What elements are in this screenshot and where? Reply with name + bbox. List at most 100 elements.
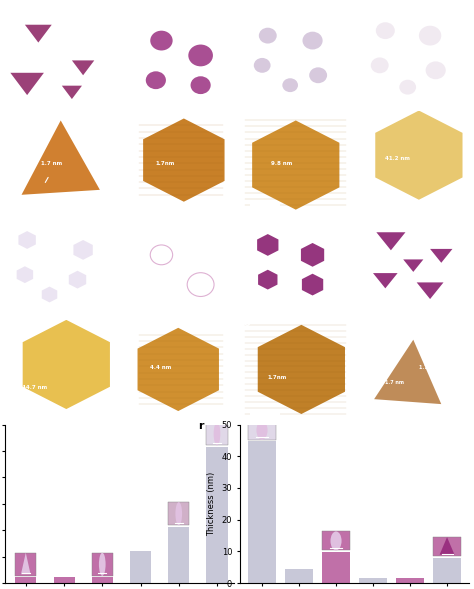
Point bbox=[41, 379, 49, 388]
Point bbox=[71, 338, 79, 348]
Point bbox=[250, 146, 258, 155]
Point bbox=[164, 350, 171, 359]
Circle shape bbox=[99, 552, 106, 576]
Point bbox=[276, 131, 284, 141]
Point bbox=[298, 176, 305, 185]
Point bbox=[304, 328, 311, 337]
Point bbox=[464, 409, 471, 419]
Point bbox=[374, 352, 381, 361]
Point bbox=[286, 183, 293, 192]
Point bbox=[381, 411, 388, 420]
Point bbox=[71, 123, 78, 132]
Point bbox=[323, 196, 331, 205]
Point bbox=[290, 400, 297, 409]
Point bbox=[56, 363, 64, 372]
Point bbox=[435, 322, 442, 331]
Point bbox=[201, 402, 209, 411]
Point bbox=[439, 345, 447, 354]
Point bbox=[75, 412, 82, 422]
Point bbox=[421, 395, 429, 405]
Point bbox=[423, 163, 430, 173]
Point bbox=[123, 350, 131, 360]
Point bbox=[79, 398, 87, 408]
Point bbox=[244, 155, 251, 165]
Point bbox=[85, 198, 92, 208]
Point bbox=[25, 370, 32, 379]
Point bbox=[25, 114, 32, 124]
Point bbox=[164, 321, 171, 330]
Point bbox=[449, 406, 456, 415]
Point bbox=[91, 180, 98, 189]
Point bbox=[6, 171, 14, 180]
Point bbox=[326, 320, 334, 329]
Point bbox=[140, 329, 147, 338]
Point bbox=[46, 109, 53, 118]
Point bbox=[224, 352, 231, 361]
Point bbox=[450, 339, 458, 349]
Point bbox=[450, 347, 458, 356]
Point bbox=[31, 316, 38, 325]
Point bbox=[396, 373, 404, 383]
Point bbox=[292, 400, 300, 409]
Point bbox=[274, 178, 282, 187]
Point bbox=[420, 151, 428, 160]
Point bbox=[392, 349, 400, 358]
Point bbox=[26, 167, 34, 177]
Point bbox=[312, 318, 319, 327]
Point bbox=[126, 153, 133, 162]
Point bbox=[266, 349, 273, 359]
Point bbox=[22, 371, 30, 380]
Point bbox=[441, 409, 449, 418]
Point bbox=[218, 342, 225, 352]
Point bbox=[328, 352, 336, 362]
Point bbox=[198, 342, 206, 352]
Point bbox=[240, 349, 247, 359]
Point bbox=[464, 181, 471, 190]
Point bbox=[13, 378, 21, 387]
Point bbox=[162, 125, 169, 135]
Point bbox=[283, 113, 290, 123]
Point bbox=[5, 178, 13, 188]
Point bbox=[109, 370, 116, 379]
Point bbox=[457, 158, 465, 167]
Point bbox=[267, 341, 275, 350]
Point bbox=[221, 197, 229, 207]
FancyBboxPatch shape bbox=[207, 422, 228, 445]
Point bbox=[402, 118, 410, 128]
Point bbox=[307, 135, 315, 144]
Point bbox=[91, 370, 99, 380]
Point bbox=[66, 396, 73, 406]
Point bbox=[121, 149, 129, 158]
Point bbox=[361, 342, 369, 352]
Point bbox=[295, 370, 302, 379]
Point bbox=[256, 396, 264, 406]
Point bbox=[424, 193, 432, 202]
Point bbox=[246, 197, 254, 207]
Point bbox=[312, 177, 319, 186]
Point bbox=[62, 356, 69, 366]
Point bbox=[331, 159, 339, 168]
Point bbox=[149, 389, 156, 398]
Point bbox=[148, 323, 156, 332]
Point bbox=[40, 147, 47, 157]
Point bbox=[288, 333, 296, 343]
Point bbox=[359, 377, 366, 386]
Point bbox=[42, 326, 49, 336]
Point bbox=[184, 341, 192, 350]
Point bbox=[313, 159, 321, 168]
Point bbox=[287, 351, 294, 360]
Point bbox=[167, 147, 175, 156]
Point bbox=[201, 194, 209, 204]
Point bbox=[395, 346, 403, 356]
Point bbox=[28, 163, 36, 172]
Point bbox=[230, 121, 237, 131]
Point bbox=[454, 402, 461, 412]
Point bbox=[40, 379, 48, 389]
Point bbox=[68, 402, 76, 412]
Point bbox=[210, 373, 218, 382]
Point bbox=[403, 141, 410, 151]
Point bbox=[287, 345, 295, 355]
Point bbox=[381, 409, 389, 418]
Circle shape bbox=[256, 421, 267, 440]
Point bbox=[296, 404, 303, 413]
